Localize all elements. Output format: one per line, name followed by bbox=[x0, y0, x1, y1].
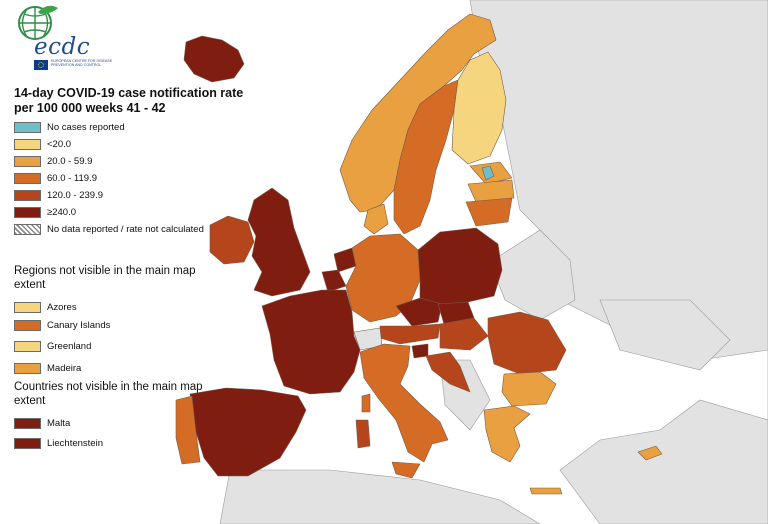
region-corsica bbox=[361, 393, 371, 413]
region-greece bbox=[483, 405, 531, 463]
region-slovenia bbox=[411, 343, 429, 359]
legend-swatch bbox=[14, 190, 41, 201]
legend-item-60-120: 60.0 - 119.9 bbox=[14, 173, 97, 184]
region-bulgaria bbox=[501, 371, 557, 407]
legend-swatch bbox=[14, 418, 41, 429]
legend-label: Madeira bbox=[47, 363, 82, 374]
map-title: 14-day COVID-19 case notification rate p… bbox=[14, 86, 244, 115]
region-spain bbox=[189, 387, 307, 477]
eu-regions bbox=[175, 13, 663, 495]
legend-label: Azores bbox=[47, 302, 77, 313]
region-sicily bbox=[391, 461, 421, 479]
legend-swatch bbox=[14, 438, 41, 449]
legend-swatch bbox=[14, 302, 41, 313]
legend-swatch-hatched bbox=[14, 224, 41, 235]
legend-label: ≥240.0 bbox=[47, 207, 76, 218]
legend-swatch bbox=[14, 363, 41, 374]
legend-label: Greenland bbox=[47, 341, 92, 352]
legend-item-ge240: ≥240.0 bbox=[14, 207, 76, 218]
globe-icon bbox=[18, 5, 58, 40]
legend-swatch bbox=[14, 173, 41, 184]
region-uk bbox=[247, 187, 311, 297]
region-sweden bbox=[393, 79, 459, 235]
country-item-liechtenstein: Liechtenstein bbox=[14, 438, 103, 449]
legend-label: <20.0 bbox=[47, 139, 72, 150]
legend-item-no-cases: No cases reported bbox=[14, 122, 125, 133]
region-romania bbox=[487, 311, 567, 375]
legend-label: 120.0 - 239.9 bbox=[47, 190, 103, 201]
legend-label: No data reported / rate not calculated bbox=[47, 224, 204, 235]
legend-item-no-data: No data reported / rate not calculated bbox=[14, 224, 204, 235]
legend-swatch bbox=[14, 341, 41, 352]
region-item-madeira: Madeira bbox=[14, 363, 81, 374]
lake-peipus bbox=[481, 165, 495, 181]
regions-not-visible-title: Regions not visible in the main map exte… bbox=[14, 265, 196, 291]
legend-label: Liechtenstein bbox=[47, 438, 103, 449]
legend-label: Canary Islands bbox=[47, 320, 111, 331]
legend-item-120-240: 120.0 - 239.9 bbox=[14, 190, 103, 201]
legend-swatch bbox=[14, 122, 41, 133]
legend-label: 60.0 - 119.9 bbox=[47, 173, 98, 184]
region-item-greenland: Greenland bbox=[14, 341, 91, 352]
region-hungary bbox=[439, 317, 489, 351]
region-lithuania bbox=[465, 197, 513, 227]
legend-swatch bbox=[14, 156, 41, 167]
region-croatia bbox=[425, 351, 471, 393]
country-item-malta: Malta bbox=[14, 418, 70, 429]
region-poland bbox=[417, 227, 503, 305]
region-italy bbox=[359, 343, 449, 463]
legend-swatch bbox=[14, 207, 41, 218]
region-item-canary-islands: Canary Islands bbox=[14, 320, 110, 331]
region-sardinia bbox=[355, 419, 371, 449]
region-crete bbox=[529, 487, 563, 495]
legend-label: No cases reported bbox=[47, 122, 125, 133]
legend-swatch bbox=[14, 320, 41, 331]
region-latvia bbox=[467, 179, 515, 203]
legend-item-lt20: <20.0 bbox=[14, 139, 71, 150]
region-finland bbox=[451, 51, 507, 165]
region-cyprus bbox=[637, 445, 663, 461]
region-portugal bbox=[175, 395, 201, 465]
legend-label: Malta bbox=[47, 418, 71, 429]
region-ireland bbox=[209, 215, 255, 265]
legend-label: 20.0 - 59.9 bbox=[47, 156, 93, 167]
logo-wordmark: ecdc bbox=[34, 34, 91, 60]
logo-subtitle: European Centre for Disease Prevention a… bbox=[51, 59, 113, 67]
region-czechia bbox=[395, 297, 443, 327]
legend-item-20-60: 20.0 - 59.9 bbox=[14, 156, 92, 167]
region-iceland bbox=[183, 35, 245, 83]
region-item-azores: Azores bbox=[14, 302, 77, 313]
countries-not-visible-title: Countries not visible in the main map ex… bbox=[14, 381, 203, 407]
legend-swatch bbox=[14, 139, 41, 150]
eu-flag-icon bbox=[34, 60, 48, 70]
region-france bbox=[261, 289, 361, 395]
ecdc-logo: ecdc European Centre for Disease Prevent… bbox=[14, 4, 124, 70]
region-denmark bbox=[363, 203, 389, 235]
